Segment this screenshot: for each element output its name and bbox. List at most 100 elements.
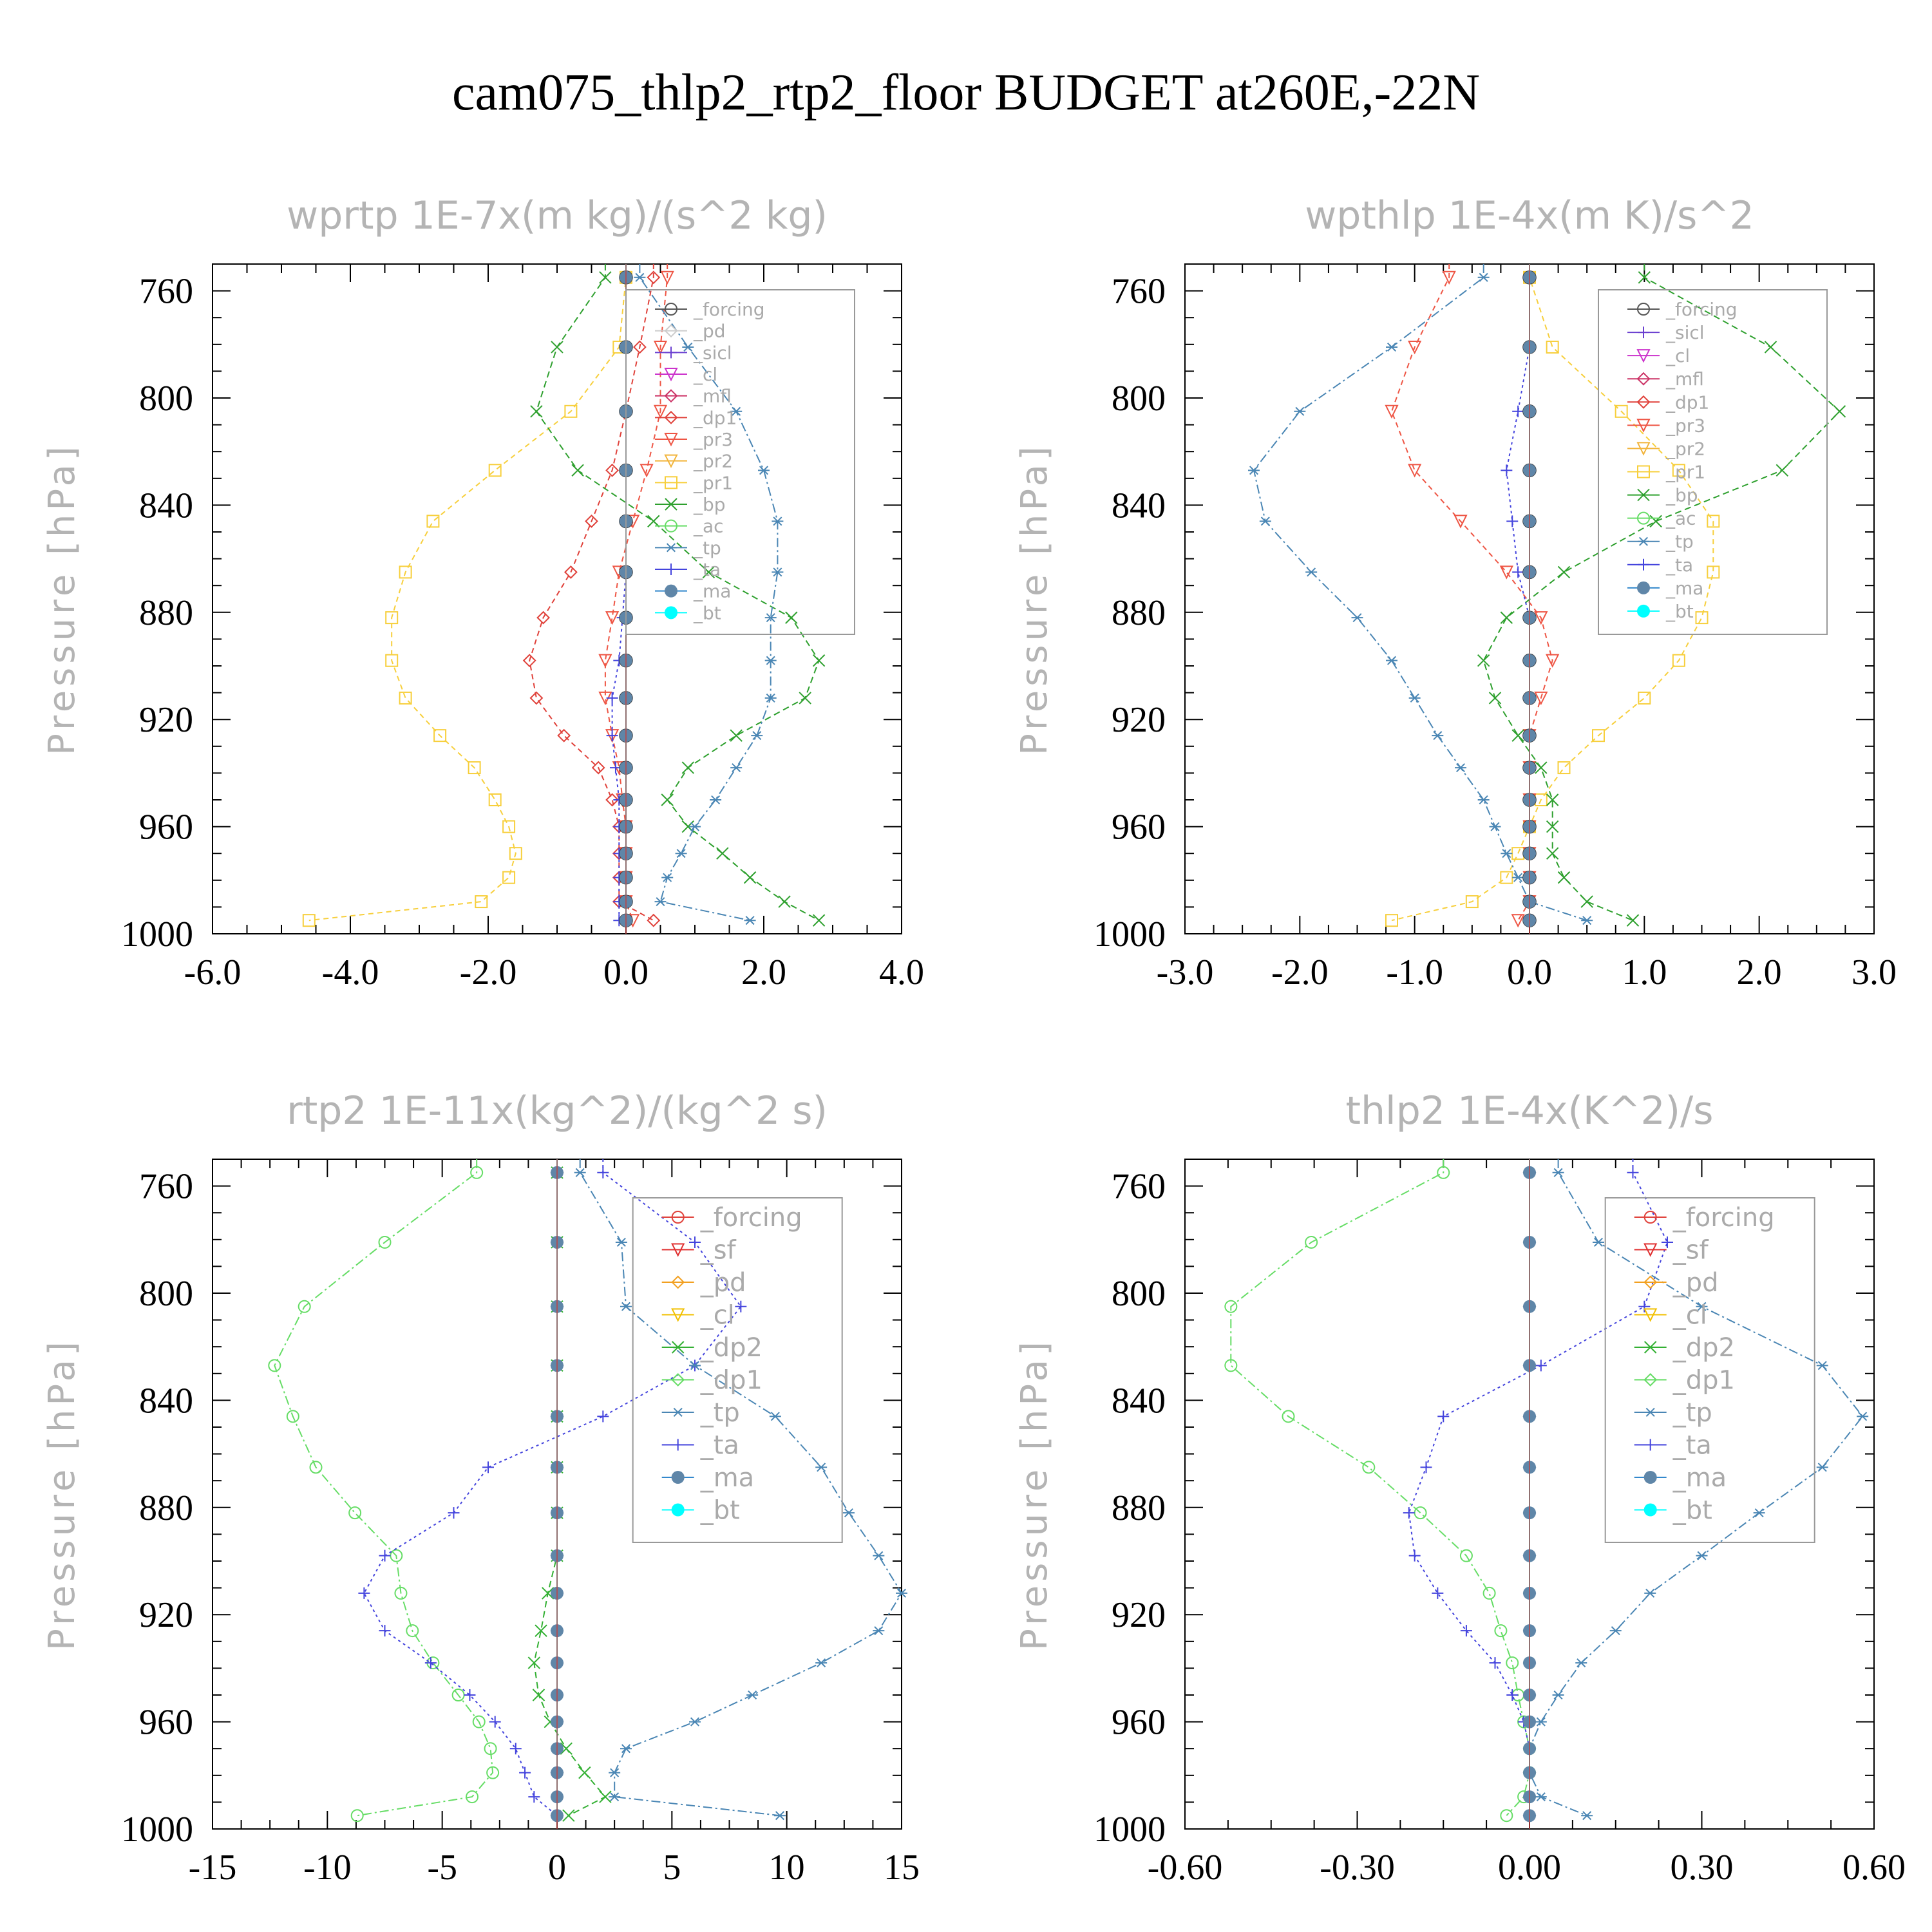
data-point — [730, 763, 743, 773]
legend-label: _forcing — [693, 299, 765, 320]
data-point — [1546, 820, 1559, 833]
legend-entry: _bp — [1627, 485, 1698, 506]
data-point — [1552, 1690, 1564, 1700]
x-tick-label: 5 — [663, 1848, 681, 1888]
data-point — [1534, 611, 1548, 625]
series-bp — [530, 264, 826, 927]
legend-marker — [664, 324, 678, 338]
x-tick-label: 0.0 — [603, 952, 649, 992]
data-point — [268, 1359, 281, 1372]
x-tick-label: 0.60 — [1842, 1848, 1906, 1888]
data-point — [1764, 341, 1777, 354]
data-point — [620, 1302, 632, 1311]
data-point — [482, 1461, 494, 1473]
series-tp — [574, 1159, 907, 1821]
legend-label: _dp2 — [1672, 1333, 1735, 1363]
data-point — [1593, 1237, 1604, 1247]
legend-label: _pr1 — [1665, 462, 1705, 483]
legend-marker — [664, 368, 678, 382]
x-tick-label: -2.0 — [460, 952, 517, 992]
legend-label: _bp — [693, 494, 726, 515]
data-point — [426, 515, 440, 528]
legend-label: _ma — [1672, 1463, 1727, 1493]
y-tick-label: 800 — [139, 1274, 193, 1314]
data-point — [486, 1766, 500, 1779]
data-point — [647, 270, 661, 285]
legend-entry: _dp1 — [661, 1366, 762, 1396]
data-point — [385, 611, 399, 625]
x-tick-label: -6.0 — [184, 952, 242, 992]
legend-label: _ma — [1665, 578, 1703, 599]
x-tick-label: -0.30 — [1320, 1848, 1395, 1888]
legend-label: _dp1 — [1672, 1366, 1735, 1396]
data-point — [815, 1658, 828, 1668]
data-point — [1282, 1410, 1295, 1423]
data-point — [1437, 1166, 1450, 1179]
legend-marker — [1643, 1275, 1658, 1289]
data-point — [1482, 1586, 1496, 1600]
data-point — [647, 913, 661, 927]
data-point — [1535, 1359, 1547, 1372]
legend-marker — [671, 1243, 685, 1257]
legend-entry: _mfl — [655, 386, 732, 407]
data-point — [689, 822, 701, 831]
legend-box — [632, 1197, 843, 1543]
legend-marker — [672, 1439, 684, 1451]
legend-marker — [664, 389, 678, 403]
legend-marker — [665, 476, 677, 489]
series-line — [639, 264, 779, 922]
data-point — [551, 341, 564, 354]
legend-marker — [1637, 303, 1650, 316]
legend-marker — [1643, 1503, 1657, 1517]
data-point — [758, 466, 770, 475]
panel-title: wpthlp 1E-4x(m K)/s^2 — [1305, 193, 1754, 238]
legend-label: _dp2 — [700, 1333, 762, 1363]
data-point — [379, 1549, 391, 1562]
data-point — [1546, 847, 1559, 860]
data-point — [632, 340, 647, 354]
data-point — [1351, 613, 1363, 623]
legend-label: _pd — [1672, 1268, 1719, 1298]
data-point — [502, 871, 516, 884]
data-point — [399, 565, 412, 579]
y-tick-label: 1000 — [121, 914, 193, 954]
legend-entry: _mfl — [1627, 368, 1704, 390]
data-point — [1511, 914, 1525, 928]
x-tick-label: 4.0 — [879, 952, 924, 992]
legend-entry: _forcing — [1634, 1203, 1775, 1233]
data-point — [1432, 1587, 1444, 1599]
data-point — [597, 1166, 609, 1179]
data-point — [1638, 1300, 1651, 1312]
y-tick-label: 760 — [1112, 272, 1166, 312]
data-point — [812, 914, 826, 927]
legend-label: _mfl — [693, 386, 732, 407]
data-point — [1662, 1236, 1673, 1248]
data-point — [1546, 340, 1559, 354]
data-point — [769, 1412, 781, 1421]
panel-bottom-left: rtp2 1E-11x(kg^2)/(kg^2 s) Pressure [hPa]… — [41, 1088, 920, 1888]
data-point — [1557, 565, 1571, 579]
legend-label: _sicl — [1665, 322, 1705, 343]
legend-label: _pr1 — [693, 472, 733, 493]
legend-entry: _pr3 — [655, 429, 733, 450]
legend-entry: _tp — [1627, 531, 1694, 553]
data-point — [1501, 464, 1513, 477]
data-point — [764, 613, 777, 623]
legend-entry: _tp — [655, 537, 721, 558]
legend-entry: _dp1 — [1627, 392, 1709, 413]
legend-label: _ma — [700, 1463, 754, 1493]
legend-marker — [665, 564, 677, 575]
data-point — [1224, 1359, 1238, 1372]
legend: _forcing_sicl_cl_mfl_dp1_pr3_pr2_pr1_bp_… — [1598, 289, 1828, 635]
data-point — [591, 761, 605, 775]
legend-entry: _ma — [1627, 578, 1703, 599]
legend-entry: _bt — [1627, 601, 1694, 622]
legend-marker — [1644, 1439, 1656, 1451]
data-point — [773, 1811, 786, 1821]
legend-label: _sf — [700, 1236, 737, 1265]
y-tick-label: 1000 — [1094, 914, 1166, 954]
data-point — [1386, 656, 1397, 665]
legend-entry: _ma — [1634, 1463, 1727, 1493]
y-tick-label: 880 — [139, 1488, 193, 1528]
data-point — [1259, 516, 1271, 526]
